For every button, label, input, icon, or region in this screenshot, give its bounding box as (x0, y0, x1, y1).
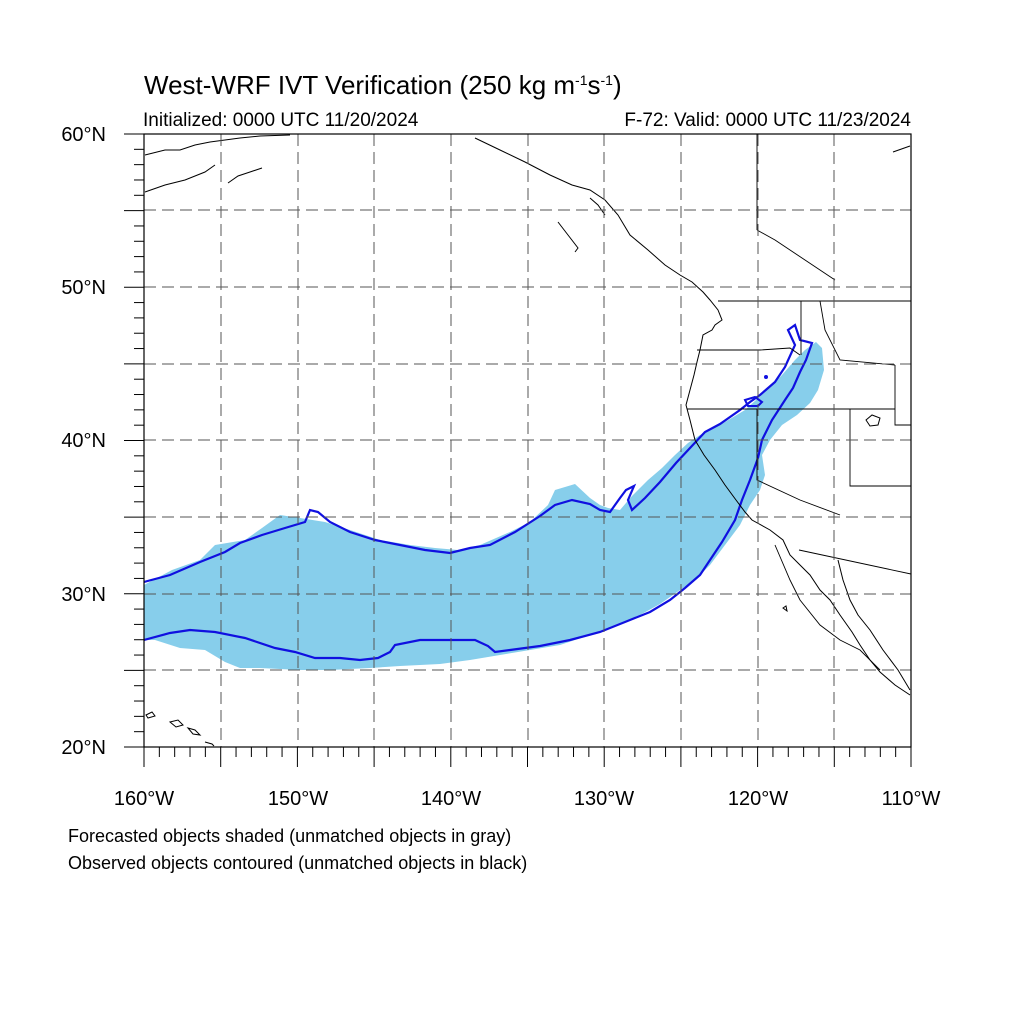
title-sup1: -1 (575, 72, 588, 88)
observed-contour-dot (764, 375, 768, 379)
forecast-note: Forecasted objects shaded (unmatched obj… (68, 826, 512, 846)
lon-label-110w: 110°W (882, 788, 941, 810)
islands (145, 414, 881, 747)
lon-label-120w: 120°W (728, 788, 788, 810)
forecast-object (144, 342, 824, 670)
lon-label-140w: 140°W (421, 788, 481, 810)
title-mid: s (587, 70, 601, 100)
lon-labels: 160°W 150°W 140°W 130°W 120°W 110°W (114, 788, 941, 810)
lat-label-50: 50°N (61, 277, 106, 299)
lon-label-150w: 150°W (268, 788, 328, 810)
plot-title: West-WRF IVT Verification (250 kg m-1s-1… (144, 70, 622, 101)
axis-ticks (124, 133, 912, 767)
title-main: West-WRF IVT Verification (250 kg m (144, 70, 576, 100)
lat-labels: 20°N 30°N 40°N 50°N 60°N (61, 124, 106, 759)
initialized-label: Initialized: 0000 UTC 11/20/2024 (143, 110, 419, 131)
lon-label-160w: 160°W (114, 788, 174, 810)
boundaries (687, 134, 911, 671)
valid-time-label: F-72: Valid: 0000 UTC 11/23/2024 (624, 110, 911, 131)
title-sup2: -1 (600, 72, 613, 88)
lat-label-20: 20°N (61, 737, 106, 759)
observed-contour (144, 323, 814, 662)
observed-note: Observed objects contoured (unmatched ob… (68, 853, 528, 873)
lat-label-30: 30°N (61, 584, 106, 606)
lat-label-40: 40°N (61, 430, 106, 452)
graticule (144, 134, 911, 747)
lon-label-130w: 130°W (574, 788, 634, 810)
lat-label-60: 60°N (61, 124, 106, 146)
title-end: ) (612, 70, 622, 100)
coastlines (144, 134, 911, 696)
observed-contour-small (743, 395, 764, 407)
